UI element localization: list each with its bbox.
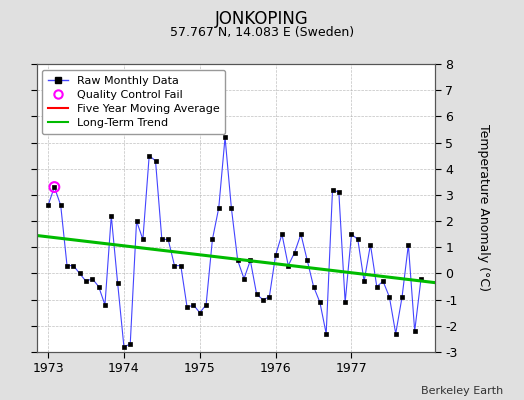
Legend: Raw Monthly Data, Quality Control Fail, Five Year Moving Average, Long-Term Tren: Raw Monthly Data, Quality Control Fail, …	[42, 70, 225, 134]
Y-axis label: Temperature Anomaly (°C): Temperature Anomaly (°C)	[477, 124, 490, 292]
Text: 57.767 N, 14.083 E (Sweden): 57.767 N, 14.083 E (Sweden)	[170, 26, 354, 39]
Text: Berkeley Earth: Berkeley Earth	[421, 386, 503, 396]
Text: JONKOPING: JONKOPING	[215, 10, 309, 28]
Point	[50, 184, 59, 190]
